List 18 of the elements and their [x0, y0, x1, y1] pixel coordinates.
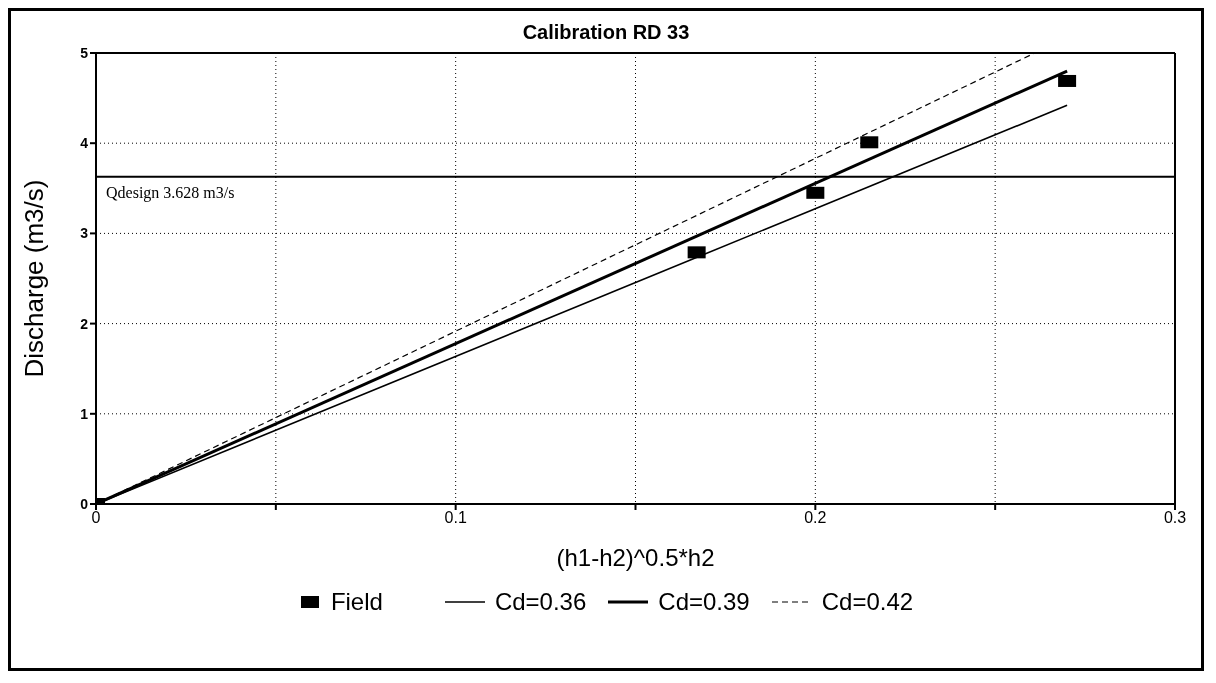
y-axis-title: Discharge (m3/s) [19, 179, 50, 378]
y-tick-label: 3 [80, 225, 89, 242]
y-tick-label: 0 [80, 495, 89, 512]
legend-label: Cd=0.39 [658, 588, 750, 616]
x-axis-title: (h1-h2)^0.5*h2 [556, 544, 715, 571]
legend-label: Cd=0.42 [821, 588, 914, 616]
x-tick-label: 0.3 [1163, 509, 1187, 527]
legend-label: Field [330, 588, 383, 616]
legend-label: Cd=0.36 [494, 588, 587, 616]
chart-title: Calibration RD 33 [522, 21, 690, 44]
y-tick-label: 2 [80, 315, 89, 332]
y-tick-label: 4 [80, 135, 89, 152]
ref-line-label: Qdesign 3.628 m3/s [106, 184, 235, 203]
y-tick-label: 1 [80, 405, 89, 422]
y-tick-label: 5 [80, 44, 89, 61]
x-tick-label: 0 [91, 509, 101, 527]
x-tick-label: 0.2 [804, 509, 827, 527]
x-tick-label: 0.1 [444, 509, 467, 527]
